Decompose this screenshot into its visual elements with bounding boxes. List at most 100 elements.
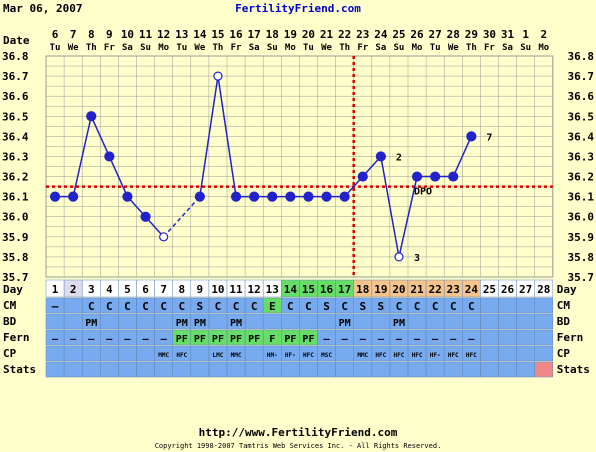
cycle-day-label: 11 bbox=[229, 283, 243, 296]
date-label: 10 bbox=[121, 28, 134, 41]
day-cell-bg bbox=[516, 280, 535, 297]
cm-row-label: CM bbox=[3, 299, 17, 312]
site-name[interactable]: FertilityFriend.com bbox=[235, 2, 361, 15]
cycle-day-label: 15 bbox=[302, 283, 315, 296]
weekday-label: Tu bbox=[303, 43, 314, 53]
date-label: 31 bbox=[501, 28, 515, 41]
day-cell-bg bbox=[172, 280, 191, 297]
ytick-left: 36.7 bbox=[2, 70, 29, 83]
date-label: 23 bbox=[356, 28, 369, 41]
fern-cell-bg bbox=[208, 330, 227, 345]
temp-point bbox=[249, 191, 260, 202]
fern-value: — bbox=[161, 334, 168, 345]
cp-value: MMC bbox=[357, 352, 368, 359]
cm-value: C bbox=[251, 300, 258, 313]
cycle-day-label: 17 bbox=[338, 283, 351, 296]
weekday-label: Su bbox=[394, 43, 405, 53]
fern-value: — bbox=[52, 334, 59, 345]
cm-value: C bbox=[341, 300, 348, 313]
fern-value: PF bbox=[302, 334, 314, 345]
day-cell-bg bbox=[498, 280, 517, 297]
date-label: 29 bbox=[465, 28, 478, 41]
cm-value: S bbox=[323, 300, 330, 313]
ytick-left: 35.8 bbox=[2, 251, 29, 264]
cycle-day-label: 4 bbox=[106, 283, 113, 296]
cp-value: HFC bbox=[303, 352, 314, 359]
ytick-right: 36.4 bbox=[568, 130, 595, 143]
cp-value: MMC bbox=[231, 352, 242, 359]
temp-point bbox=[213, 71, 223, 81]
temp-point bbox=[140, 211, 151, 222]
date-label: 26 bbox=[410, 28, 424, 41]
day-cell-bg bbox=[353, 280, 372, 297]
day-cell-bg bbox=[389, 280, 408, 297]
date-label: 22 bbox=[338, 28, 351, 41]
bd-value: PM bbox=[393, 318, 405, 329]
cp-value: HFC bbox=[448, 352, 459, 359]
day-cell-bg bbox=[263, 280, 282, 297]
weekday-label: Th bbox=[86, 43, 97, 53]
fern-value: — bbox=[414, 334, 421, 345]
ytick-right: 36.8 bbox=[568, 50, 595, 63]
date-label: 28 bbox=[447, 28, 460, 41]
cp-value: LMC bbox=[213, 352, 224, 359]
cycle-day-label: 3 bbox=[88, 283, 95, 296]
fern-value: PF bbox=[248, 334, 260, 345]
stats-cell-bg bbox=[534, 362, 553, 377]
day-cell-bg bbox=[426, 280, 445, 297]
cycle-day-label: 20 bbox=[392, 283, 405, 296]
weekday-label: Sa bbox=[122, 43, 133, 53]
bd-value: PM bbox=[339, 318, 351, 329]
weekday-label: We bbox=[448, 43, 459, 53]
day-cell-bg bbox=[154, 280, 173, 297]
cm-value: C bbox=[450, 300, 457, 313]
date-label: 12 bbox=[157, 28, 170, 41]
temp-point bbox=[122, 191, 133, 202]
chart-date: Mar 06, 2007 bbox=[3, 2, 83, 15]
weekday-label: We bbox=[194, 43, 205, 53]
date-label: 18 bbox=[266, 28, 279, 41]
date-label: 30 bbox=[483, 28, 496, 41]
fern-value: — bbox=[342, 334, 349, 345]
date-label: 1 bbox=[522, 28, 529, 41]
temp-segment bbox=[199, 75, 219, 197]
cycle-day-label: 27 bbox=[519, 283, 532, 296]
cycle-day-label: 16 bbox=[320, 283, 334, 296]
cp-row-label: CP bbox=[3, 347, 17, 360]
fern-cell-bg bbox=[172, 330, 191, 345]
cp-row-label-right: CP bbox=[557, 347, 571, 360]
ytick-left: 35.7 bbox=[2, 271, 29, 284]
temp-segment bbox=[163, 196, 201, 238]
temp-segment bbox=[452, 136, 473, 177]
weekday-label: Fr bbox=[484, 43, 495, 53]
cycle-day-label: 8 bbox=[178, 283, 185, 296]
weekday-label: Tu bbox=[430, 43, 441, 53]
weekday-label: Sa bbox=[249, 43, 260, 53]
cycle-day-label: 10 bbox=[211, 283, 224, 296]
day-cell-bg bbox=[208, 280, 227, 297]
cm-value: C bbox=[468, 300, 475, 313]
ytick-right: 36.2 bbox=[568, 171, 595, 184]
cp-value: HF- bbox=[430, 352, 441, 359]
temp-point bbox=[411, 171, 423, 182]
cm-value: S bbox=[359, 300, 366, 313]
footer-url[interactable]: http://www.FertilityFriend.com bbox=[198, 426, 398, 439]
date-label: 17 bbox=[248, 28, 261, 41]
day-cell-bg bbox=[299, 280, 318, 297]
cycle-day-label: 25 bbox=[483, 283, 496, 296]
fern-cell-bg bbox=[245, 330, 264, 345]
cycle-day-label: 12 bbox=[248, 283, 261, 296]
ytick-right: 36.3 bbox=[568, 150, 595, 163]
day-row-label: Day bbox=[3, 283, 23, 296]
weekday-label: Mo bbox=[285, 43, 296, 53]
weekday-label: Sa bbox=[375, 43, 386, 53]
day-cell-bg bbox=[64, 280, 83, 297]
day-row-label-right: Day bbox=[557, 283, 577, 296]
fern-value: — bbox=[88, 334, 95, 345]
ytick-right: 36.6 bbox=[568, 90, 595, 103]
day-cell-bg bbox=[335, 280, 354, 297]
temp-segment bbox=[380, 156, 400, 258]
cp-cell-border bbox=[534, 345, 554, 362]
